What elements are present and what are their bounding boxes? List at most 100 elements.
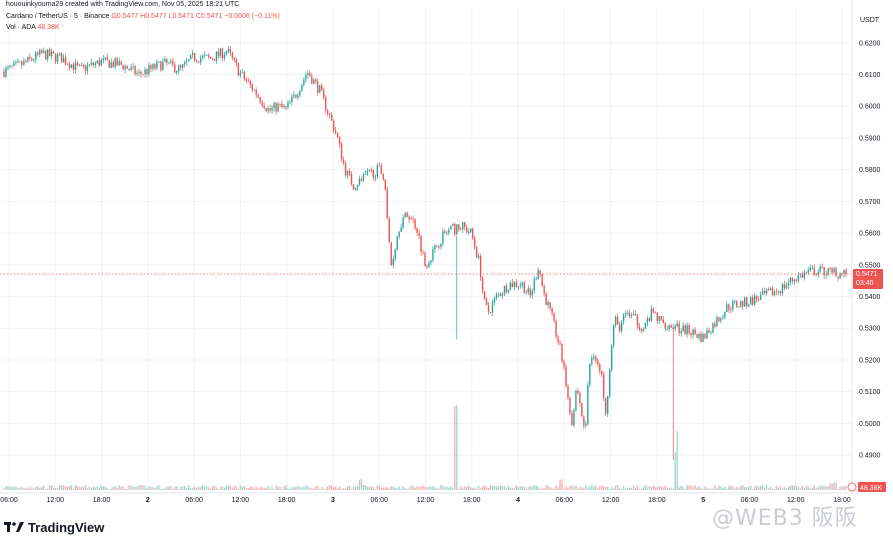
candle-body [507, 289, 510, 293]
volume-bar [118, 485, 120, 490]
candle-body [803, 272, 805, 278]
candle-body [638, 326, 641, 330]
candle-body [94, 63, 97, 66]
volume-bar [626, 487, 629, 490]
volume-bar [102, 486, 104, 490]
volume-bar [203, 486, 206, 490]
candle-body [622, 314, 625, 322]
volume-bar [694, 485, 696, 490]
volume-label: Vol · ADA [6, 24, 36, 31]
volume-bar [503, 485, 506, 490]
candle-body [156, 62, 158, 69]
volume-bar [606, 486, 609, 490]
time-axis[interactable]: 06:00 12:00 18:00 2 06:00 12:00 18:00 3 06:00 12:… [0, 492, 852, 504]
volume-bar [321, 486, 323, 490]
volume-bar [58, 485, 61, 490]
candle-body [747, 304, 750, 307]
candle-body [74, 62, 77, 70]
candle-body [5, 68, 7, 77]
volume-bar [176, 486, 178, 490]
volume-bar [718, 485, 720, 490]
volume-bar [342, 488, 345, 490]
volume-bar [742, 485, 744, 490]
symbol-legend: Cardano / TetherUS · 5 · Binance O0.5477… [6, 13, 280, 20]
candle-body [587, 384, 589, 425]
candle-body [114, 58, 116, 67]
candle-body [642, 328, 645, 332]
price-tick: 0.5600 [859, 231, 881, 238]
volume-bar [595, 485, 597, 490]
time-tick: 12:00 [787, 497, 805, 504]
candle-body [761, 290, 764, 295]
candle-body [823, 267, 825, 276]
volume-bar [726, 488, 728, 490]
candle-body [406, 212, 408, 217]
candle-body [448, 229, 450, 233]
volume-bar [487, 487, 490, 490]
volume-bar [374, 488, 377, 490]
volume-bar [485, 486, 488, 490]
volume-bar [9, 486, 11, 490]
candle-body [797, 275, 800, 281]
candle-body [176, 70, 178, 73]
volume-bar [791, 485, 794, 490]
candle-body [763, 290, 766, 294]
volume-bar [676, 431, 678, 490]
candle-body [827, 268, 829, 275]
candle-body [328, 113, 331, 116]
volume-bar [464, 486, 466, 490]
volume-bar [334, 486, 337, 490]
volume-bar [299, 487, 301, 490]
volume-bar [372, 486, 375, 490]
candle-body [354, 188, 357, 190]
volume-bar [283, 486, 285, 490]
candle-body [162, 61, 164, 71]
volume-bar [106, 488, 108, 490]
candle-body [166, 58, 168, 64]
candle-body [191, 52, 194, 55]
volume-bar [269, 488, 271, 490]
candle-body [398, 231, 400, 237]
volume-bar [418, 486, 420, 490]
volume-bar [412, 486, 414, 490]
candle-body [749, 297, 752, 305]
volume-bar [64, 486, 67, 490]
candle-body [801, 274, 804, 278]
price-axis[interactable]: 0.6200 0.6100 0.6000 0.5900 0.5800 0.5700 0.56… [851, 0, 881, 493]
volume-bar [116, 488, 118, 490]
candle-body [352, 184, 355, 190]
volume-bar [761, 485, 764, 490]
candle-body [360, 178, 363, 181]
candle-body [237, 63, 240, 76]
volume-bar [648, 486, 651, 490]
candle-body [11, 65, 13, 67]
price-tick: 0.6100 [859, 72, 881, 79]
candle-body [225, 51, 228, 55]
volume-bar [180, 486, 182, 490]
candle-body [152, 64, 154, 69]
candle-body [791, 277, 794, 282]
candle-body [158, 61, 160, 63]
volume-bar [819, 486, 821, 490]
candle-body [644, 323, 647, 329]
candle-body [825, 274, 827, 276]
candle-body [471, 228, 474, 238]
candle-body [154, 64, 156, 69]
candle-body [501, 293, 504, 296]
volume-bar [301, 487, 303, 490]
volume-bar [7, 486, 9, 490]
candle-body [46, 49, 49, 60]
candle-body [632, 313, 635, 315]
volume-bar [652, 485, 655, 490]
volume-bar [27, 487, 29, 490]
volume-bar [52, 488, 55, 490]
tradingview-logo[interactable]: TradingView [4, 520, 104, 535]
candle-body [239, 72, 242, 76]
volume-bar [805, 485, 807, 490]
volume-bar [19, 487, 21, 490]
volume-bar [620, 488, 623, 490]
volume-bar [370, 486, 373, 490]
candle-body [682, 325, 684, 332]
candle-body [757, 299, 760, 301]
